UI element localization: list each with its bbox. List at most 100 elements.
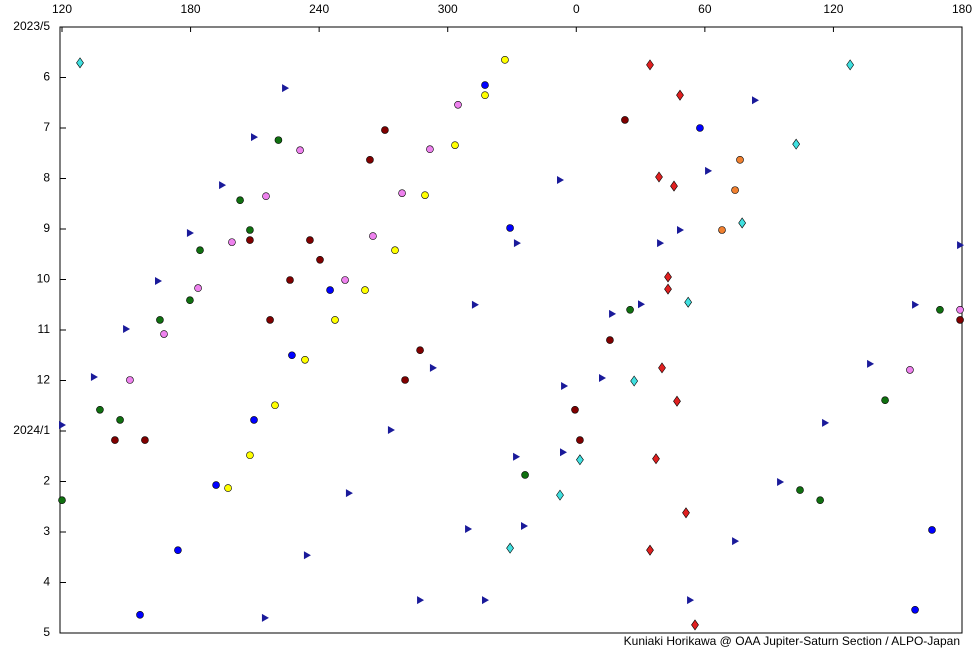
spot-marker [58, 496, 66, 504]
spot-marker [691, 619, 699, 631]
spot-marker [816, 496, 824, 504]
spot-marker [606, 336, 614, 344]
spot-marker [274, 136, 283, 144]
spot-marker [664, 283, 672, 295]
x-tick-label: 180 [181, 2, 201, 16]
spot-marker [341, 276, 349, 284]
spot-marker [571, 405, 579, 414]
spot-marker [677, 226, 684, 235]
spot-marker [792, 138, 801, 150]
plot-frame [59, 26, 963, 634]
spot-marker [556, 489, 564, 501]
spot-marker [936, 305, 944, 314]
spot-marker [626, 305, 634, 314]
y-tick-label: 4 [43, 575, 50, 589]
spot-marker [676, 89, 684, 101]
spot-marker [401, 376, 409, 384]
spot-marker [658, 362, 666, 374]
spot-marker [906, 366, 914, 374]
y-tick-label: 6 [43, 70, 50, 84]
spot-marker [126, 376, 134, 384]
spot-marker [186, 296, 194, 305]
spot-marker [646, 544, 654, 556]
spot-marker [465, 524, 473, 533]
spot-marker [228, 238, 236, 246]
x-tick-label: 300 [438, 2, 458, 16]
spot-marker [501, 56, 509, 64]
spot-marker [224, 484, 232, 492]
spot-marker [687, 596, 695, 605]
spot-marker [381, 126, 389, 134]
x-tick-label: 0 [573, 2, 580, 16]
spot-marker [718, 226, 726, 234]
spot-marker [391, 246, 399, 255]
spot-marker [251, 133, 258, 142]
spot-marker [421, 191, 429, 199]
spot-marker [867, 359, 875, 368]
spot-marker [682, 507, 690, 519]
spot-marker [471, 300, 479, 309]
spot-marker [282, 84, 290, 93]
spot-marker [160, 330, 168, 338]
y-tick-label: 7 [43, 120, 50, 134]
spot-marker [684, 296, 693, 308]
spot-marker [296, 146, 304, 155]
spot-marker [822, 418, 830, 427]
spot-marker [417, 596, 425, 605]
spot-marker [219, 181, 227, 190]
spot-marker [696, 124, 704, 132]
spot-marker [638, 300, 645, 309]
y-tick-label: 11 [38, 322, 51, 336]
spot-marker [345, 489, 353, 498]
spot-marker [246, 236, 254, 244]
y-tick-label: 10 [37, 272, 51, 286]
spot-marker [59, 420, 66, 429]
spot-marker [513, 452, 521, 461]
spot-marker [194, 284, 202, 292]
credit: Kuniaki Horikawa @ OAA Jupiter-Saturn Se… [624, 634, 960, 648]
spot-marker [482, 596, 489, 605]
spot-marker [303, 551, 311, 560]
spot-marker [705, 166, 713, 175]
spot-marker [957, 241, 965, 250]
y-tick-label: 5 [43, 625, 50, 639]
spot-marker [481, 81, 489, 89]
spot-marker [881, 396, 889, 404]
spot-marker [286, 276, 294, 284]
spot-marker [521, 521, 528, 530]
spot-marker [664, 271, 672, 283]
spot-marker [560, 448, 567, 457]
spot-marker [956, 305, 964, 314]
spot-marker [928, 526, 936, 534]
spot-marker [316, 256, 324, 264]
spot-marker [196, 246, 204, 255]
spot-marker [306, 236, 314, 244]
y-tick-label: 9 [43, 221, 50, 235]
spot-marker [301, 355, 309, 364]
spot-marker [111, 436, 119, 444]
x-tick-label: 120 [823, 2, 843, 16]
y-tick-label: 2024/1 [13, 423, 50, 437]
spot-marker [96, 405, 104, 414]
spot-marker [236, 196, 244, 205]
y-tick-label: 2 [43, 474, 50, 488]
spot-marker [911, 605, 919, 614]
spot-marker [652, 453, 660, 465]
spot-marker [599, 373, 606, 382]
x-tick-label: 240 [309, 2, 329, 16]
spot-marker [655, 171, 663, 183]
spot-marker [387, 425, 395, 434]
spot-marker [752, 96, 759, 105]
spot-marker [670, 180, 678, 192]
spot-marker [657, 239, 665, 248]
x-tick-label: 180 [952, 2, 972, 16]
spot-marker [429, 363, 437, 372]
y-tick-label: 8 [43, 171, 50, 185]
spot-marker [250, 416, 258, 424]
spot-marker [261, 613, 269, 622]
spot-marker [288, 351, 296, 360]
spot-marker [398, 189, 406, 197]
spot-marker [576, 454, 584, 466]
spot-marker [777, 478, 785, 487]
spot-marker [136, 611, 144, 619]
